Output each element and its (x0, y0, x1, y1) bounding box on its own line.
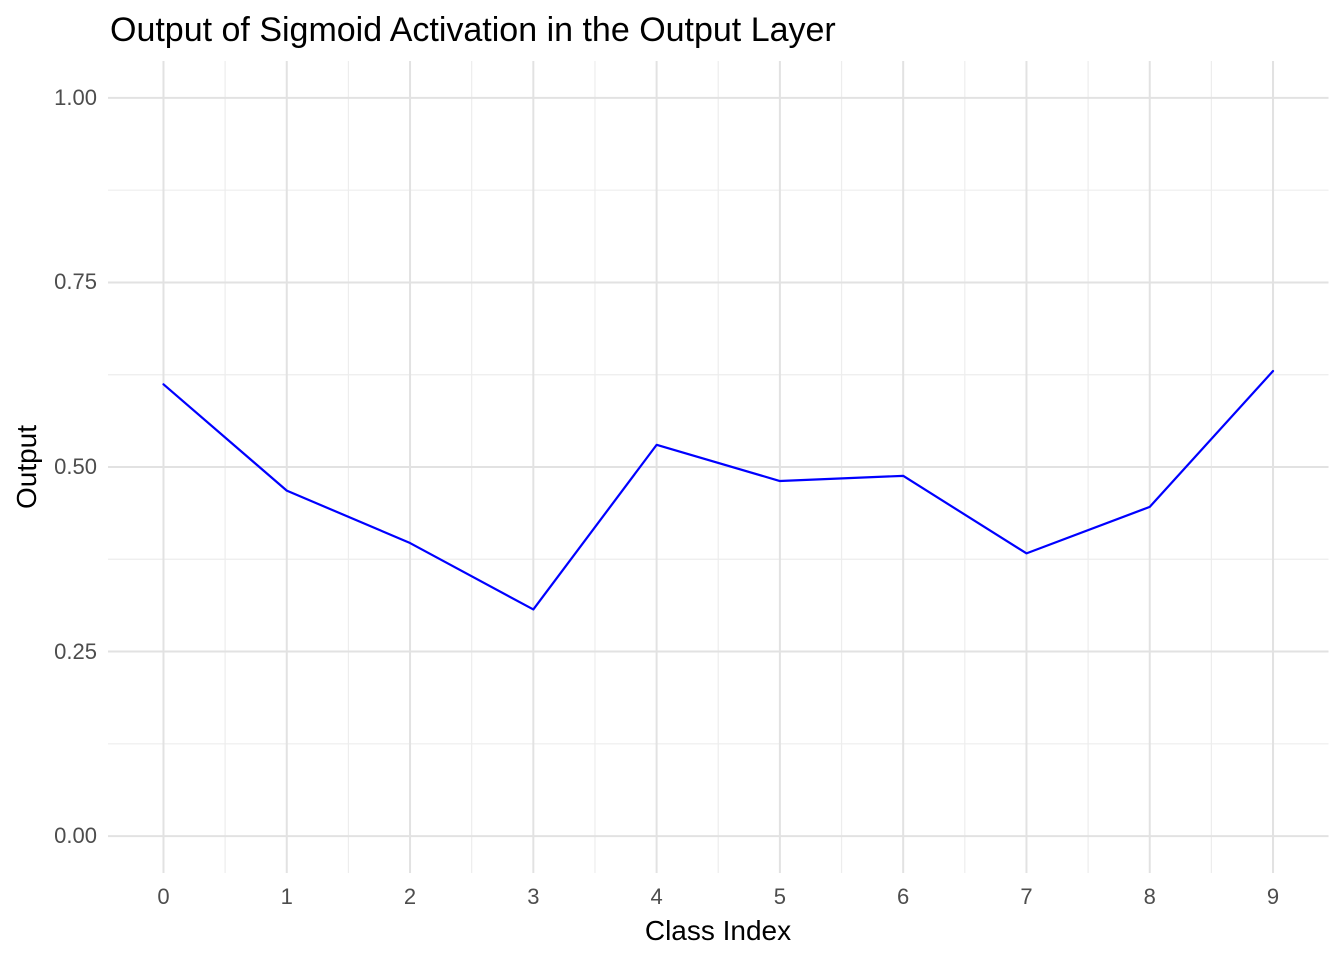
y-tick-label: 0.75 (54, 269, 97, 295)
sigmoid-output-line (162, 369, 1275, 611)
x-tick-label: 7 (1020, 884, 1033, 909)
x-tick-label: 6 (897, 884, 910, 909)
y-tick-label: 0.00 (54, 823, 97, 849)
y-tick-label: 1.00 (54, 84, 97, 110)
x-tick-label: 5 (773, 884, 787, 909)
x-tick-label: 3 (527, 884, 540, 909)
x-tick-label: 2 (403, 884, 417, 909)
x-tick-label: 9 (1266, 884, 1280, 909)
x-tick-label: 8 (1143, 884, 1156, 909)
chart-title: Output of Sigmoid Activation in the Outp… (110, 11, 836, 49)
x-tick-label: 0 (157, 884, 170, 909)
x-tick-label: 4 (650, 884, 663, 909)
x-tick-label: 1 (280, 884, 293, 909)
y-tick-label: 0.50 (54, 454, 97, 479)
y-tick-label: 0.25 (54, 638, 97, 664)
x-axis-title: Class Index (644, 915, 792, 946)
